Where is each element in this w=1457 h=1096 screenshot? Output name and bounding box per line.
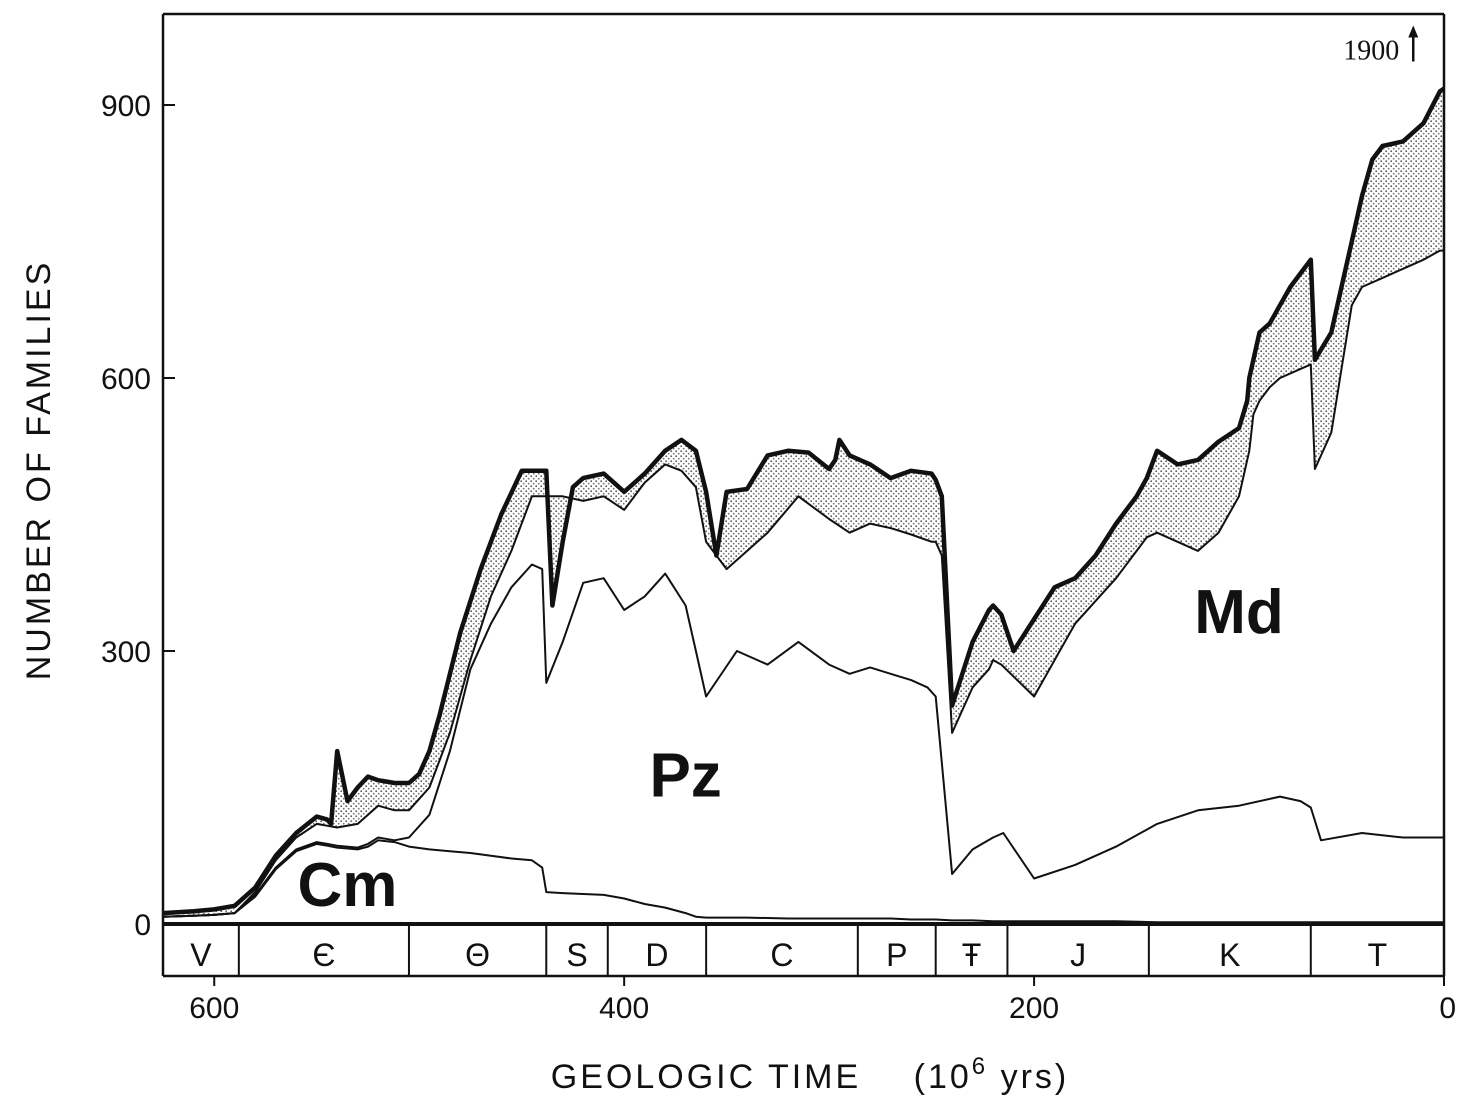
period-label: P bbox=[886, 937, 907, 973]
x-tick-label: 0 bbox=[1439, 992, 1456, 1025]
period-label: C bbox=[770, 937, 793, 973]
off-scale-annotation: 1900 bbox=[1343, 36, 1399, 67]
x-tick-label: 200 bbox=[1009, 992, 1059, 1025]
series-line-inner bbox=[162, 249, 1444, 918]
x-tick-label: 600 bbox=[189, 992, 239, 1025]
period-label: V bbox=[190, 937, 212, 973]
fauna-label-md: Md bbox=[1194, 578, 1284, 647]
fauna-label-pz: Pz bbox=[649, 742, 721, 811]
period-label: Є bbox=[312, 937, 335, 973]
series-line-total bbox=[162, 86, 1446, 916]
y-tick-label: 900 bbox=[101, 90, 151, 123]
period-label: D bbox=[645, 937, 668, 973]
period-label: J bbox=[1070, 937, 1086, 973]
up-arrow-head-icon bbox=[1408, 25, 1419, 38]
period-label: T bbox=[1368, 937, 1388, 973]
labels: GEOLOGIC TIME (106 yrs) NUMBER OF FAMILI… bbox=[20, 25, 1419, 1096]
plot-area bbox=[162, 86, 1446, 924]
period-label: K bbox=[1219, 937, 1240, 973]
fauna-label-cm: Cm bbox=[298, 851, 398, 920]
x-tick-label: 400 bbox=[599, 992, 649, 1025]
stippled-band bbox=[163, 88, 1444, 917]
series-line-cm bbox=[162, 839, 1444, 924]
period-label: Ŧ bbox=[962, 937, 982, 973]
y-tick-label: 600 bbox=[101, 363, 151, 396]
period-label: S bbox=[566, 937, 587, 973]
y-tick-label: 0 bbox=[134, 909, 151, 942]
y-tick-label: 300 bbox=[101, 636, 151, 669]
x-axis-title-unit-exponent: 6 bbox=[972, 1053, 988, 1080]
x-axis-title-unit: (10 bbox=[914, 1058, 972, 1096]
series-line-pz bbox=[162, 563, 1444, 918]
y-axis-title: NUMBER OF FAMILIES bbox=[20, 260, 58, 681]
x-axis-title-unit-tail: yrs) bbox=[988, 1058, 1069, 1096]
x-axis-title-text: GEOLOGIC TIME bbox=[551, 1058, 861, 1096]
x-axis-title: GEOLOGIC TIME (106 yrs) bbox=[551, 1053, 1069, 1096]
period-label: Θ bbox=[465, 937, 490, 973]
axes: 0 300 600 900 600 400 200 0 bbox=[101, 12, 1456, 1025]
